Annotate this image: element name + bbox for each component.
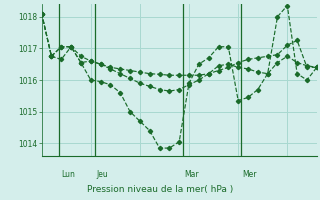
Text: Lun: Lun (61, 170, 75, 179)
Text: Jeu: Jeu (97, 170, 108, 179)
Text: Mer: Mer (243, 170, 257, 179)
Text: Pression niveau de la mer( hPa ): Pression niveau de la mer( hPa ) (87, 185, 233, 194)
Text: Mar: Mar (185, 170, 199, 179)
